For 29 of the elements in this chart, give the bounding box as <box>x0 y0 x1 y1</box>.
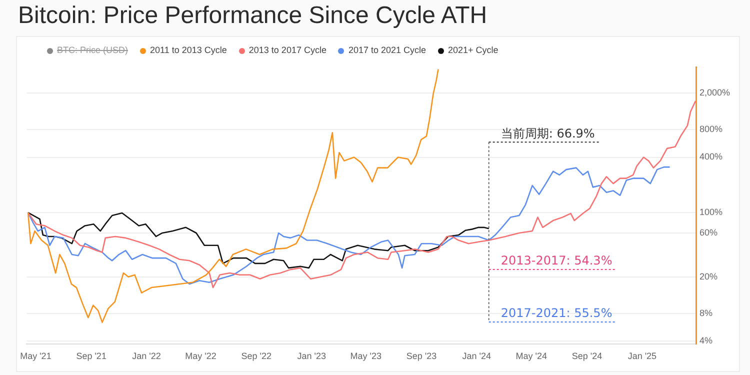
x-tick-label: May '21 <box>20 351 52 362</box>
legend-label: BTC: Price (USD) <box>57 45 128 55</box>
annotation: 2017-2021: 55.5% <box>500 306 612 320</box>
x-tick-label: Sep '22 <box>241 351 272 362</box>
legend-label: 2017 to 2021 Cycle <box>348 45 426 55</box>
legend-label: 2021+ Cycle <box>448 45 498 55</box>
y-tick-label: 800% <box>699 124 723 134</box>
x-tick-label: May '22 <box>185 351 216 362</box>
y-tick-label: 60% <box>699 227 718 238</box>
legend-label: 2013 to 2017 Cycle <box>248 45 326 55</box>
y-tick-label: 8% <box>699 308 712 318</box>
y-tick-label: 100% <box>699 207 723 218</box>
annotation: 当前周期: 66.9% <box>500 126 595 140</box>
y-tick-label: 20% <box>699 271 718 282</box>
x-tick-label: May '24 <box>516 351 548 362</box>
annotation: 2013-2017: 54.3% <box>500 254 612 268</box>
chart-title: Bitcoin: Price Performance Since Cycle ATH <box>18 2 488 30</box>
x-tick-label: Sep '24 <box>572 351 602 362</box>
x-tick-label: Jan '25 <box>628 351 657 362</box>
y-tick-label: 400% <box>699 152 723 162</box>
y-tick-label: 4% <box>699 336 712 346</box>
x-tick-label: Jan '24 <box>462 351 492 362</box>
x-tick-label: Sep '23 <box>406 351 437 362</box>
x-tick-label: May '23 <box>350 351 382 362</box>
x-tick-label: Jan '22 <box>132 351 161 362</box>
legend-label: 2011 to 2013 Cycle <box>150 45 227 55</box>
x-tick-label: Jan '23 <box>297 351 326 362</box>
x-tick-label: Sep '21 <box>76 351 106 362</box>
y-tick-label: 2,000% <box>699 88 730 98</box>
